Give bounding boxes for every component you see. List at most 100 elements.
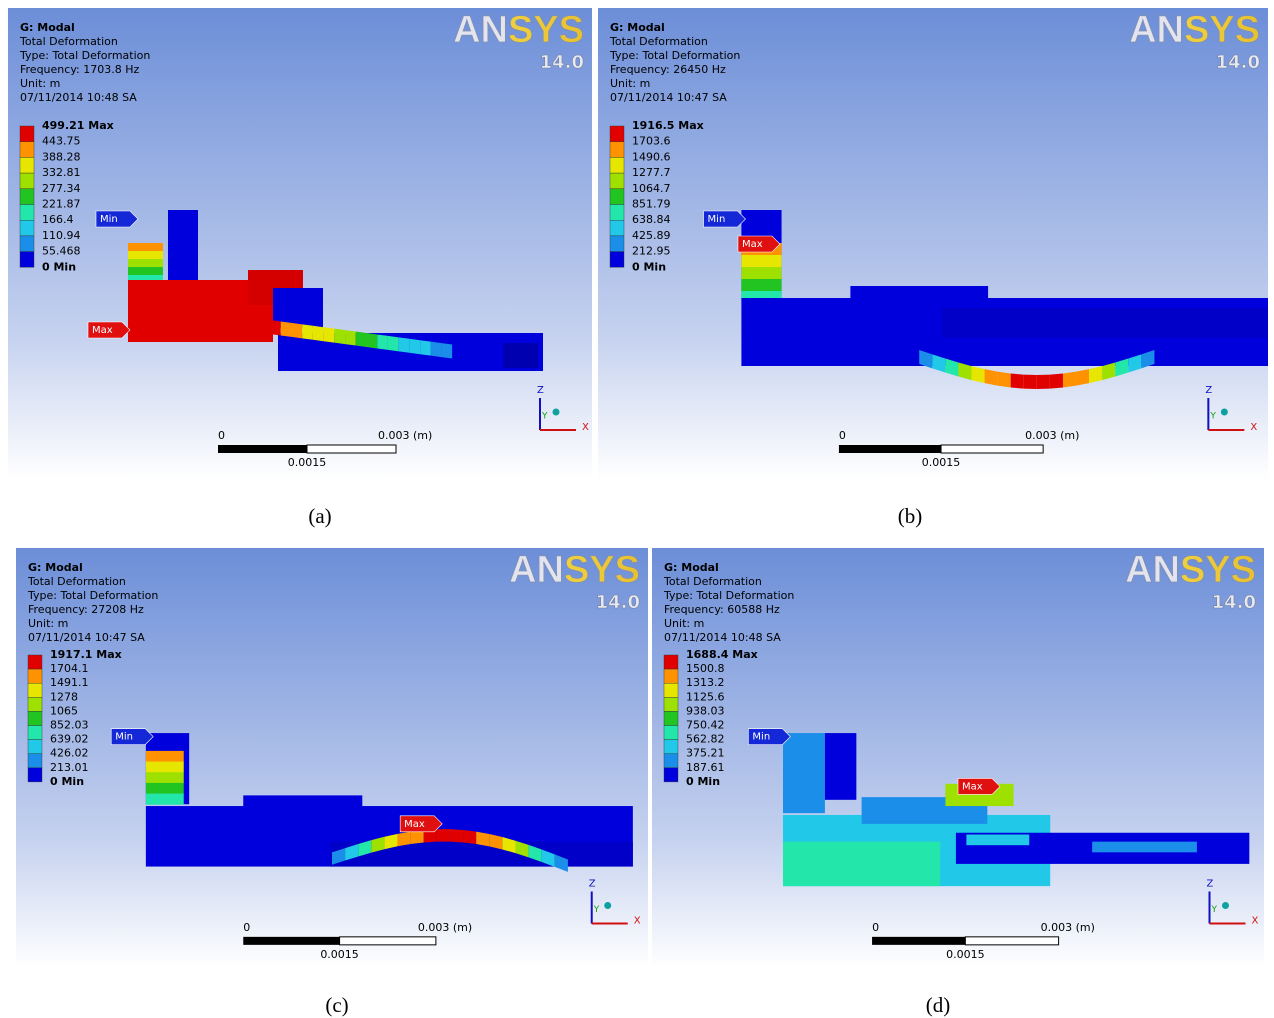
legend-label: 638.84 bbox=[632, 213, 671, 226]
geometry bbox=[128, 243, 163, 252]
legend-label: 1917.1 Max bbox=[50, 648, 122, 661]
scale-bar bbox=[839, 445, 941, 453]
legend-swatch bbox=[664, 754, 678, 768]
scale-label: 0.003 (m) bbox=[1041, 921, 1095, 934]
beam-segment bbox=[281, 321, 292, 336]
result-panel: G: ModalTotal DeformationType: Total Def… bbox=[16, 548, 648, 968]
tag-label: Min bbox=[100, 214, 118, 225]
scale-bar bbox=[941, 445, 1043, 453]
legend-swatch bbox=[20, 236, 34, 252]
legend-swatch bbox=[664, 683, 678, 697]
header-line: Unit: m bbox=[20, 77, 60, 90]
scale-bar bbox=[340, 937, 436, 945]
legend-swatch bbox=[28, 711, 42, 725]
scale-bar bbox=[965, 937, 1058, 945]
legend-swatch bbox=[664, 655, 678, 669]
legend-label: 332.81 bbox=[42, 166, 81, 179]
header-line: 07/11/2014 10:48 SA bbox=[664, 631, 781, 644]
geometry bbox=[146, 783, 184, 794]
legend-swatch bbox=[20, 205, 34, 221]
legend-label: 1703.6 bbox=[632, 135, 671, 148]
header-line: 07/11/2014 10:47 SA bbox=[28, 631, 145, 644]
caption: (b) bbox=[898, 504, 923, 529]
legend-swatch bbox=[610, 189, 624, 205]
legend-label: 0 Min bbox=[42, 260, 76, 273]
scale-label: 0.0015 bbox=[946, 948, 985, 961]
legend-label: 562.82 bbox=[686, 733, 725, 746]
tag-label: Max bbox=[742, 239, 763, 250]
beam-segment bbox=[450, 829, 463, 842]
header-line: Unit: m bbox=[28, 617, 68, 630]
scale-label: 0.003 (m) bbox=[418, 921, 472, 934]
legend-swatch bbox=[610, 220, 624, 236]
legend-swatch bbox=[28, 669, 42, 683]
beam-segment bbox=[1050, 373, 1063, 388]
beam-segment bbox=[463, 830, 476, 844]
beam-segment bbox=[476, 832, 489, 847]
axis-label: X bbox=[1250, 422, 1257, 433]
header-line: Type: Total Deformation bbox=[609, 49, 740, 62]
beam-segment bbox=[1037, 375, 1050, 389]
legend-swatch bbox=[20, 173, 34, 189]
tag-label: Min bbox=[752, 732, 770, 743]
beam-segment bbox=[420, 340, 431, 355]
tag-label: Min bbox=[708, 214, 726, 225]
axis-label: X bbox=[1252, 916, 1259, 927]
geometry bbox=[783, 842, 940, 886]
geometry bbox=[128, 259, 163, 268]
axis-label: X bbox=[634, 916, 641, 927]
beam-segment bbox=[377, 334, 388, 349]
legend-label: 221.87 bbox=[42, 198, 81, 211]
legend-swatch bbox=[20, 157, 34, 173]
geometry bbox=[128, 251, 163, 260]
legend-swatch bbox=[20, 220, 34, 236]
legend-swatch bbox=[28, 683, 42, 697]
header-line: Total Deformation bbox=[609, 35, 708, 48]
legend-label: 852.03 bbox=[50, 719, 89, 732]
legend-swatch bbox=[664, 768, 678, 782]
header-line: Type: Total Deformation bbox=[27, 589, 158, 602]
header-line: Frequency: 26450 Hz bbox=[610, 63, 726, 76]
header-line: Unit: m bbox=[664, 617, 704, 630]
version: 14.0 bbox=[1212, 592, 1256, 613]
geometry bbox=[741, 267, 781, 280]
geometry bbox=[825, 733, 856, 800]
axis-node bbox=[1222, 902, 1229, 909]
header-line: Frequency: 60588 Hz bbox=[664, 603, 780, 616]
header-line: Total Deformation bbox=[27, 575, 126, 588]
legend-label: 1064.7 bbox=[632, 182, 671, 195]
legend-swatch bbox=[610, 252, 624, 268]
scale-label: 0 bbox=[839, 429, 846, 442]
legend-label: 1278 bbox=[50, 690, 78, 703]
legend-label: 1500.8 bbox=[686, 662, 725, 675]
ansys-view: G: ModalTotal DeformationType: Total Def… bbox=[16, 548, 648, 968]
legend-swatch bbox=[664, 740, 678, 754]
scale-bar bbox=[307, 445, 396, 453]
scale-bar bbox=[872, 937, 965, 945]
beam-segment bbox=[437, 829, 450, 841]
legend-label: 388.28 bbox=[42, 150, 81, 163]
scale-label: 0 bbox=[872, 921, 879, 934]
beam-segment bbox=[356, 332, 367, 347]
geometry bbox=[128, 267, 163, 276]
header-line: Type: Total Deformation bbox=[19, 49, 150, 62]
version: 14.0 bbox=[540, 52, 584, 73]
beam-segment bbox=[998, 372, 1011, 388]
header-line: Frequency: 1703.8 Hz bbox=[20, 63, 139, 76]
scale-bar bbox=[218, 445, 307, 453]
beam-segment bbox=[442, 343, 453, 358]
geometry bbox=[942, 308, 1268, 338]
beam-segment bbox=[1011, 373, 1024, 388]
legend-swatch bbox=[610, 205, 624, 221]
scale-label: 0.0015 bbox=[288, 456, 327, 469]
legend-label: 750.42 bbox=[686, 719, 725, 732]
legend-swatch bbox=[610, 236, 624, 252]
header-line: Total Deformation bbox=[663, 575, 762, 588]
legend-swatch bbox=[20, 252, 34, 268]
legend-label: 443.75 bbox=[42, 135, 81, 148]
legend-swatch bbox=[664, 697, 678, 711]
result-panel: G: ModalTotal DeformationType: Total Def… bbox=[598, 8, 1268, 480]
